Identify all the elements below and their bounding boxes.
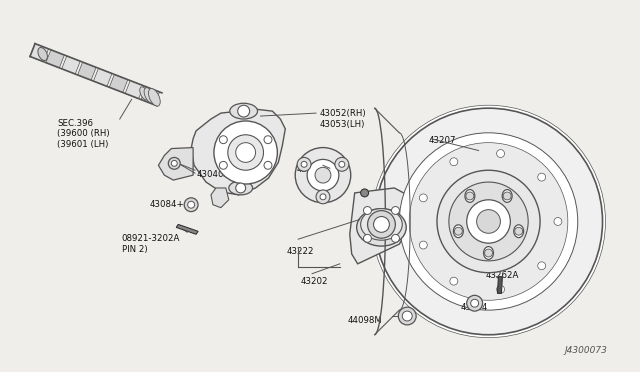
Polygon shape	[497, 277, 502, 294]
Circle shape	[449, 182, 528, 261]
Circle shape	[392, 234, 399, 242]
Text: 43210: 43210	[296, 165, 324, 174]
Text: 43094: 43094	[461, 303, 488, 312]
Circle shape	[450, 158, 458, 166]
Ellipse shape	[144, 88, 154, 103]
Circle shape	[403, 311, 412, 321]
Circle shape	[466, 192, 474, 200]
Circle shape	[172, 160, 177, 166]
Circle shape	[538, 173, 546, 181]
Text: 43084+A: 43084+A	[150, 200, 190, 209]
Polygon shape	[109, 74, 128, 93]
Circle shape	[184, 198, 198, 212]
Circle shape	[315, 167, 331, 183]
Ellipse shape	[465, 190, 475, 202]
Ellipse shape	[148, 89, 160, 106]
Circle shape	[339, 161, 345, 167]
Circle shape	[316, 190, 330, 204]
Text: 43040A: 43040A	[196, 170, 230, 179]
Polygon shape	[176, 224, 198, 234]
Circle shape	[477, 210, 500, 233]
Circle shape	[220, 136, 227, 144]
Circle shape	[450, 277, 458, 285]
Polygon shape	[125, 81, 144, 99]
Circle shape	[237, 105, 250, 117]
Polygon shape	[46, 50, 65, 68]
Circle shape	[367, 211, 396, 238]
Circle shape	[372, 105, 605, 338]
Circle shape	[467, 295, 483, 311]
Circle shape	[228, 135, 264, 170]
Text: 43262A: 43262A	[486, 271, 519, 280]
Circle shape	[220, 161, 227, 169]
Circle shape	[301, 161, 307, 167]
Polygon shape	[191, 109, 285, 195]
Polygon shape	[61, 56, 80, 74]
Text: 44098M: 44098M	[348, 316, 383, 325]
Circle shape	[497, 150, 504, 157]
Ellipse shape	[140, 87, 148, 100]
Circle shape	[515, 227, 523, 235]
Circle shape	[484, 249, 493, 257]
Ellipse shape	[361, 209, 403, 240]
Text: 43222: 43222	[286, 247, 314, 256]
Polygon shape	[159, 148, 193, 180]
Circle shape	[374, 108, 602, 335]
Circle shape	[236, 183, 246, 193]
Polygon shape	[141, 87, 159, 105]
Ellipse shape	[484, 247, 493, 259]
Circle shape	[399, 133, 578, 310]
Circle shape	[364, 234, 371, 242]
Ellipse shape	[230, 103, 257, 119]
Ellipse shape	[453, 225, 463, 238]
Circle shape	[264, 161, 272, 169]
Circle shape	[374, 217, 389, 232]
Circle shape	[497, 285, 504, 293]
Ellipse shape	[38, 48, 47, 61]
Text: J4300073: J4300073	[564, 346, 607, 355]
Ellipse shape	[356, 209, 406, 246]
Circle shape	[409, 142, 568, 300]
Text: 43207: 43207	[429, 136, 456, 145]
Circle shape	[188, 201, 195, 208]
Ellipse shape	[514, 225, 524, 238]
Circle shape	[236, 142, 255, 162]
Circle shape	[307, 160, 339, 191]
Circle shape	[467, 200, 510, 243]
Text: 43052(RH)
43053(LH): 43052(RH) 43053(LH)	[320, 109, 367, 129]
Circle shape	[392, 206, 399, 214]
Polygon shape	[77, 62, 96, 80]
Circle shape	[320, 194, 326, 200]
Polygon shape	[93, 68, 112, 86]
Circle shape	[470, 299, 479, 307]
Circle shape	[264, 136, 272, 144]
Circle shape	[214, 121, 277, 184]
Circle shape	[454, 227, 462, 235]
Ellipse shape	[502, 190, 512, 202]
Polygon shape	[211, 188, 228, 208]
Circle shape	[503, 192, 511, 200]
Text: 08921-3202A
PIN 2): 08921-3202A PIN 2)	[122, 234, 180, 254]
Polygon shape	[349, 188, 412, 264]
Circle shape	[364, 206, 371, 214]
Circle shape	[297, 157, 311, 171]
Circle shape	[437, 170, 540, 273]
Circle shape	[168, 157, 180, 169]
Circle shape	[419, 194, 428, 202]
Circle shape	[335, 157, 349, 171]
Circle shape	[538, 262, 546, 270]
Circle shape	[361, 189, 369, 197]
Circle shape	[419, 241, 428, 249]
Circle shape	[295, 148, 351, 203]
Text: 43202: 43202	[300, 277, 328, 286]
Circle shape	[398, 307, 416, 325]
Ellipse shape	[228, 181, 253, 195]
Circle shape	[554, 218, 562, 225]
Polygon shape	[30, 44, 49, 62]
Text: SEC.396
(39600 (RH)
(39601 (LH): SEC.396 (39600 (RH) (39601 (LH)	[58, 119, 110, 149]
